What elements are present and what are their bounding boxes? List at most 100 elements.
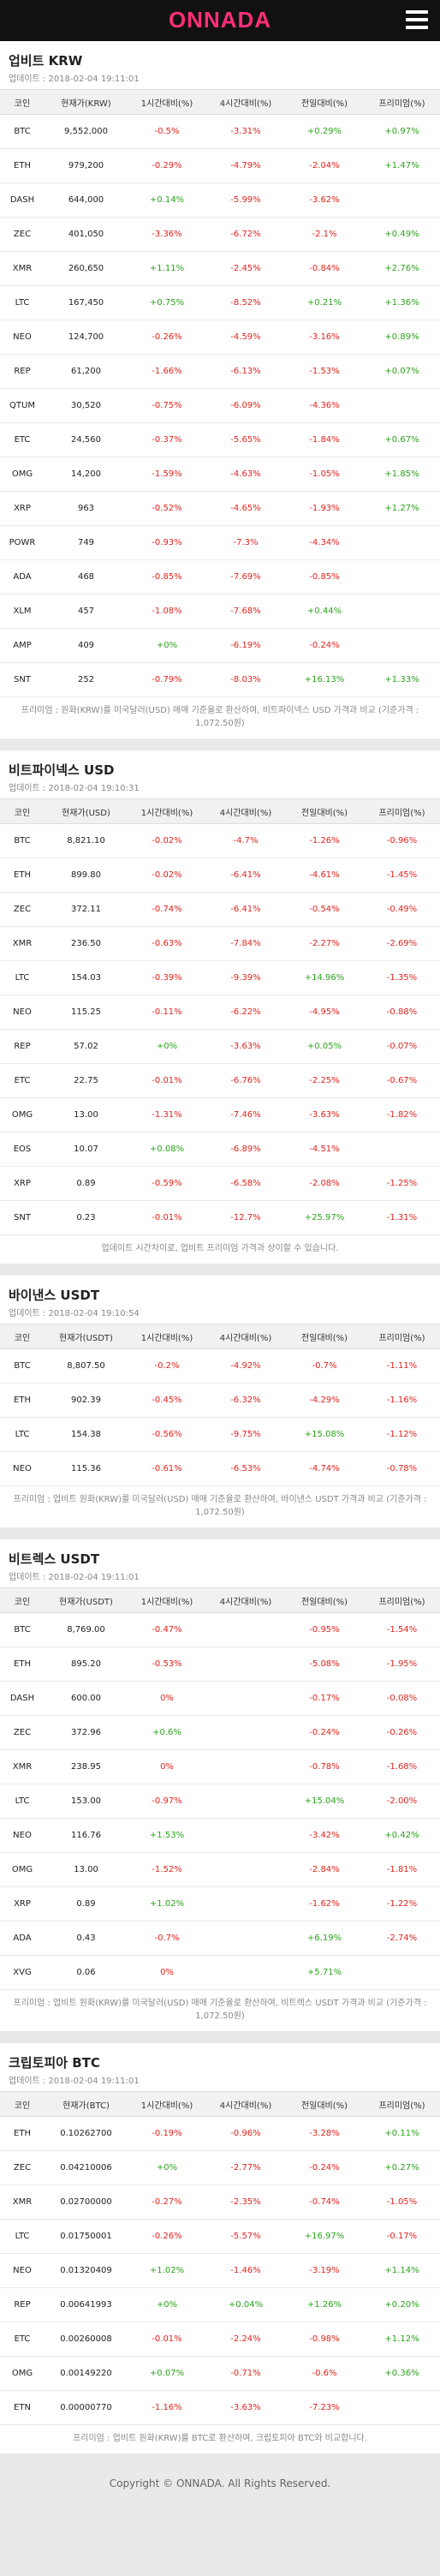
change-1h: -0.61% xyxy=(128,1451,206,1486)
current-price: 979,200 xyxy=(45,148,128,183)
change-4h: -7.69% xyxy=(206,559,285,595)
change-1d: -1.93% xyxy=(285,491,364,526)
coin-symbol: DASH xyxy=(0,1681,45,1716)
header-4h: 4시간대비(%) xyxy=(206,2091,285,2117)
current-price: 0.00260008 xyxy=(45,2322,128,2357)
table-header-row: 코인 현재가(USD) 1시간대비(%) 4시간대비(%) 전일대비(%) 프리미엄(%) xyxy=(0,798,440,824)
table-header-row: 코인 현재가(BTC) 1시간대비(%) 4시간대비(%) 전일대비(%) 프리미엄(%) xyxy=(0,2091,440,2117)
change-1h: -0.01% xyxy=(128,2322,206,2357)
coin-symbol: XRP xyxy=(0,1886,45,1922)
current-price: 457 xyxy=(45,594,128,629)
premium: -0.96% xyxy=(364,823,440,858)
section-note: 프리미엄 : 업비트 원화(KRW)를 미국달러(USD) 매매 기준율로 환산… xyxy=(13,1495,427,1517)
current-price: 899.80 xyxy=(45,858,128,893)
premium: -1.12% xyxy=(364,1417,440,1452)
premium: -1.16% xyxy=(364,1383,440,1418)
change-1d: -0.84% xyxy=(285,251,364,286)
table-row: LTC 0.01750001 -0.26% -5.57% +16.97% -0.17% xyxy=(0,2219,440,2254)
current-price: 372.96 xyxy=(45,1715,128,1750)
change-1d: +15.08% xyxy=(285,1417,364,1452)
coin-symbol: ETH xyxy=(0,2116,45,2151)
update-time: 업데이트 : 2018-02-04 19:11:01 xyxy=(9,75,140,84)
change-4h: -6.89% xyxy=(206,1132,285,1167)
change-1h: -0.26% xyxy=(128,2219,206,2254)
change-1d: -0.74% xyxy=(285,2185,364,2220)
change-4h xyxy=(206,1749,285,1784)
table-row: SNT 0.23 -0.01% -12.7% +25.97% -1.31% xyxy=(0,1200,440,1235)
change-1h: -0.79% xyxy=(128,662,206,697)
current-price: 0.00641993 xyxy=(45,2287,128,2322)
premium: +0.27% xyxy=(364,2150,440,2185)
change-1d: -5.08% xyxy=(285,1647,364,1682)
table-row: OMG 14,200 -1.59% -4.63% -1.05% +1.85% xyxy=(0,457,440,492)
change-4h xyxy=(206,1852,285,1887)
header-1d: 전일대비(%) xyxy=(285,1324,364,1349)
premium: -0.17% xyxy=(364,2219,440,2254)
hamburger-menu-icon[interactable] xyxy=(406,10,428,29)
site-logo[interactable]: ONNADA xyxy=(168,7,272,33)
header-1d: 전일대비(%) xyxy=(285,1587,364,1613)
current-price: 24,560 xyxy=(45,422,128,457)
update-time: 업데이트 : 2018-02-04 19:11:01 xyxy=(9,2077,140,2086)
change-1d: -0.24% xyxy=(285,628,364,663)
change-4h: -6.41% xyxy=(206,858,285,893)
table-row: XMR 236.50 -0.63% -7.84% -2.27% -2.69% xyxy=(0,926,440,961)
premium: -1.31% xyxy=(364,1200,440,1235)
table-row: BTC 8,821.10 -0.02% -4.7% -1.26% -0.96% xyxy=(0,823,440,858)
change-1d: -2.04% xyxy=(285,148,364,183)
change-1d: -7.23% xyxy=(285,2390,364,2425)
header-premium: 프리미엄(%) xyxy=(364,798,440,824)
change-1h: -0.74% xyxy=(128,892,206,927)
exchange-section: 크립토피아 BTC 업데이트 : 2018-02-04 19:11:01 코인 현재가… xyxy=(0,2043,440,2453)
table-row: AMP 409 +0% -6.19% -0.24% xyxy=(0,628,440,663)
table-row: XRP 0.89 +1.02% -1.62% -1.22% xyxy=(0,1886,440,1922)
change-4h xyxy=(206,1784,285,1819)
table-row: XMR 238.95 0% -0.78% -1.68% xyxy=(0,1749,440,1784)
premium: +1.85% xyxy=(364,457,440,492)
change-1h: +0.75% xyxy=(128,285,206,320)
section-title: 비트파이넥스 USD xyxy=(9,762,115,778)
change-1h: +0.08% xyxy=(128,1132,206,1167)
change-4h: -12.7% xyxy=(206,1200,285,1235)
change-1d: +16.97% xyxy=(285,2219,364,2254)
table-row: NEO 124,700 -0.26% -4.59% -3.16% +0.89% xyxy=(0,320,440,355)
update-time: 업데이트 : 2018-02-04 19:10:31 xyxy=(9,784,140,793)
premium: -1.22% xyxy=(364,1886,440,1922)
premium: +2.76% xyxy=(364,251,440,286)
change-1d: -2.1% xyxy=(285,217,364,252)
premium: -1.45% xyxy=(364,858,440,893)
premium xyxy=(364,525,440,560)
change-1h: +0% xyxy=(128,628,206,663)
table-row: BTC 9,552,000 -0.5% -3.31% +0.29% +0.97% xyxy=(0,114,440,149)
premium: +1.33% xyxy=(364,662,440,697)
premium: -1.05% xyxy=(364,2185,440,2220)
current-price: 8,821.10 xyxy=(45,823,128,858)
change-1h: +0% xyxy=(128,2287,206,2322)
table-row: BTC 8,807.50 -0.2% -4.92% -0.7% -1.11% xyxy=(0,1348,440,1384)
coin-symbol: LTC xyxy=(0,960,45,995)
header-4h: 4시간대비(%) xyxy=(206,1587,285,1613)
change-1d: -0.7% xyxy=(285,1348,364,1384)
premium: -1.82% xyxy=(364,1097,440,1133)
change-4h: -7.3% xyxy=(206,525,285,560)
current-price: 409 xyxy=(45,628,128,663)
change-4h: -6.76% xyxy=(206,1063,285,1098)
premium: +1.14% xyxy=(364,2253,440,2288)
coin-symbol: POWR xyxy=(0,525,45,560)
current-price: 749 xyxy=(45,525,128,560)
coin-symbol: ZEC xyxy=(0,1715,45,1750)
header-premium: 프리미엄(%) xyxy=(364,2091,440,2117)
current-price: 238.95 xyxy=(45,1749,128,1784)
change-1d: -4.34% xyxy=(285,525,364,560)
change-1d: -1.53% xyxy=(285,354,364,389)
change-1d: -3.28% xyxy=(285,2116,364,2151)
table-row: REP 61,200 -1.66% -6.13% -1.53% +0.07% xyxy=(0,354,440,389)
change-1d: +6.19% xyxy=(285,1921,364,1956)
change-1h: 0% xyxy=(128,1955,206,1990)
premium: -1.81% xyxy=(364,1852,440,1887)
header-4h: 4시간대비(%) xyxy=(206,1324,285,1349)
table-row: POWR 749 -0.93% -7.3% -4.34% xyxy=(0,525,440,560)
change-1h: -0.11% xyxy=(128,995,206,1030)
current-price: 0.89 xyxy=(45,1886,128,1922)
current-price: 57.02 xyxy=(45,1029,128,1064)
